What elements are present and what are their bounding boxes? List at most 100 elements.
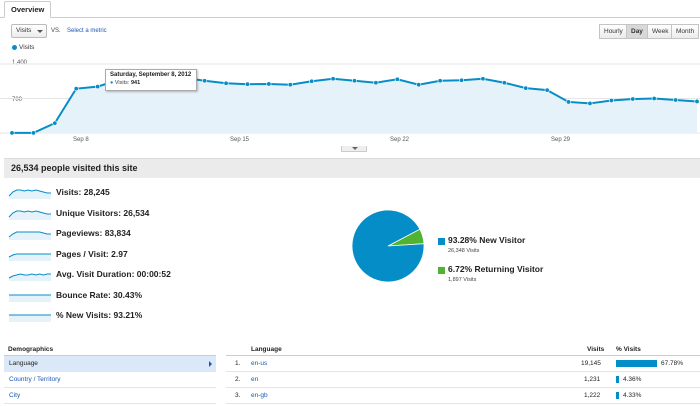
sparkline-area <box>9 315 51 322</box>
tooltip-label: Visits: <box>114 80 130 86</box>
sparkline-area <box>9 232 51 240</box>
tooltip-value-line: ● Visits: 941 <box>110 80 141 86</box>
metric-text: Pages / Visit: 2.97 <box>56 249 128 259</box>
sparkline-line <box>8 189 51 197</box>
row-language-link[interactable]: en <box>251 376 259 383</box>
table-header: Language Visits % Visits <box>226 343 700 356</box>
row-visits: 1,231 <box>584 376 601 383</box>
sparkline-area <box>9 254 51 261</box>
metric-text: Visits: 28,245 <box>56 187 110 197</box>
row-visits: 19,145 <box>581 360 601 367</box>
header-language[interactable]: Language <box>251 346 282 353</box>
month-button[interactable]: Month <box>671 24 700 39</box>
data-point[interactable] <box>30 130 36 136</box>
chart-tooltip: Saturday, September 8, 2012 ● Visits: 94… <box>105 69 197 91</box>
data-point[interactable] <box>608 97 614 103</box>
demographics-item-city[interactable]: City <box>4 388 216 404</box>
row-rank: 3. <box>235 392 241 399</box>
week-button[interactable]: Week <box>647 24 674 39</box>
data-point[interactable] <box>266 81 272 87</box>
data-point[interactable] <box>630 96 636 102</box>
pie-legend-returning-visitor-count: 1,897 Visits <box>448 277 477 283</box>
data-point[interactable] <box>351 78 357 84</box>
data-point[interactable] <box>330 76 336 82</box>
series-legend-label: Visits <box>19 44 35 51</box>
data-point[interactable] <box>244 81 250 87</box>
tooltip-value: 941 <box>130 80 141 86</box>
sparkline-area <box>9 190 51 199</box>
data-point[interactable] <box>95 84 101 90</box>
x-tick-label: Sep 15 <box>230 137 250 143</box>
sparkline-icon <box>8 253 51 261</box>
sparkline-icon <box>9 314 51 322</box>
select-metric-link[interactable]: Select a metric <box>67 28 107 34</box>
sparkline-area <box>9 295 51 302</box>
tab-bar: Overview <box>0 0 700 18</box>
data-point[interactable] <box>373 80 379 86</box>
series-legend-dot <box>12 45 17 50</box>
data-point[interactable] <box>394 76 400 82</box>
row-rank: 1. <box>235 360 241 367</box>
data-point[interactable] <box>480 76 486 82</box>
row-bar <box>616 392 619 399</box>
row-visits: 1,222 <box>584 392 601 399</box>
data-point[interactable] <box>523 85 529 91</box>
x-tick-label: Sep 22 <box>390 137 410 143</box>
day-button[interactable]: Day <box>626 24 648 39</box>
metric-text: Avg. Visit Duration: 00:00:52 <box>56 269 171 279</box>
row-rank: 2. <box>235 376 241 383</box>
collapse-handle[interactable] <box>341 146 367 152</box>
data-point[interactable] <box>287 82 293 88</box>
data-point[interactable] <box>566 99 572 105</box>
metric-select[interactable]: Visits <box>11 24 47 38</box>
demographics-title: Demographics <box>4 343 216 356</box>
data-point[interactable] <box>437 78 443 84</box>
data-point[interactable] <box>73 86 79 92</box>
data-point[interactable] <box>9 130 15 136</box>
data-point[interactable] <box>673 97 679 103</box>
summary-title: 26,534 people visited this site <box>11 163 138 173</box>
row-language-link[interactable]: en-gb <box>251 392 268 399</box>
metric-text: Pageviews: 83,834 <box>56 228 131 238</box>
sparkline-icon <box>8 273 51 281</box>
tab-overview[interactable]: Overview <box>4 1 52 18</box>
pie-slice[interactable] <box>351 209 425 283</box>
data-point[interactable] <box>587 100 593 106</box>
vs-label: VS. <box>51 28 61 34</box>
y-tick-label: 700 <box>12 97 23 103</box>
sparkline-line <box>8 210 51 218</box>
new-vs-returning-pie-chart[interactable] <box>350 196 426 296</box>
header-pct-visits[interactable]: % Visits <box>616 346 641 353</box>
data-point[interactable] <box>416 82 422 88</box>
pie-legend-new-visitor: 93.28% New Visitor <box>448 235 526 245</box>
row-bar <box>616 376 619 383</box>
row-language-link[interactable]: en-us <box>251 360 268 367</box>
row-pct: 4.36% <box>623 376 642 383</box>
data-point[interactable] <box>694 98 700 104</box>
data-point[interactable] <box>309 78 315 84</box>
sparkline-area <box>9 274 51 281</box>
data-point[interactable] <box>651 95 657 101</box>
demographics-item-language[interactable]: Language <box>4 356 216 372</box>
row-pct: 67.78% <box>661 360 684 367</box>
data-point[interactable] <box>52 120 58 126</box>
hourly-button[interactable]: Hourly <box>599 24 628 39</box>
summary-bar: 26,534 people visited this site <box>4 158 700 178</box>
data-point[interactable] <box>501 80 507 86</box>
data-point[interactable] <box>202 78 208 84</box>
metric-text: Bounce Rate: 30.43% <box>56 290 143 300</box>
row-pct: 4.33% <box>623 392 642 399</box>
metric-select-value: Visits <box>16 27 32 34</box>
demographics-item-country[interactable]: Country / Territory <box>4 372 216 388</box>
metric-text: % New Visits: 93.21% <box>56 310 143 320</box>
data-point[interactable] <box>544 87 550 93</box>
demographics-panel: Demographics Language Country / Territor… <box>4 343 216 404</box>
sparkline-icon <box>8 189 51 199</box>
sparkline-line <box>8 273 51 279</box>
tooltip-date: Saturday, September 8, 2012 <box>110 72 192 78</box>
data-point[interactable] <box>223 80 229 86</box>
sparkline-icon <box>9 294 51 302</box>
header-visits[interactable]: Visits <box>587 346 605 353</box>
data-point[interactable] <box>459 77 465 83</box>
sparkline-icon <box>8 210 51 220</box>
